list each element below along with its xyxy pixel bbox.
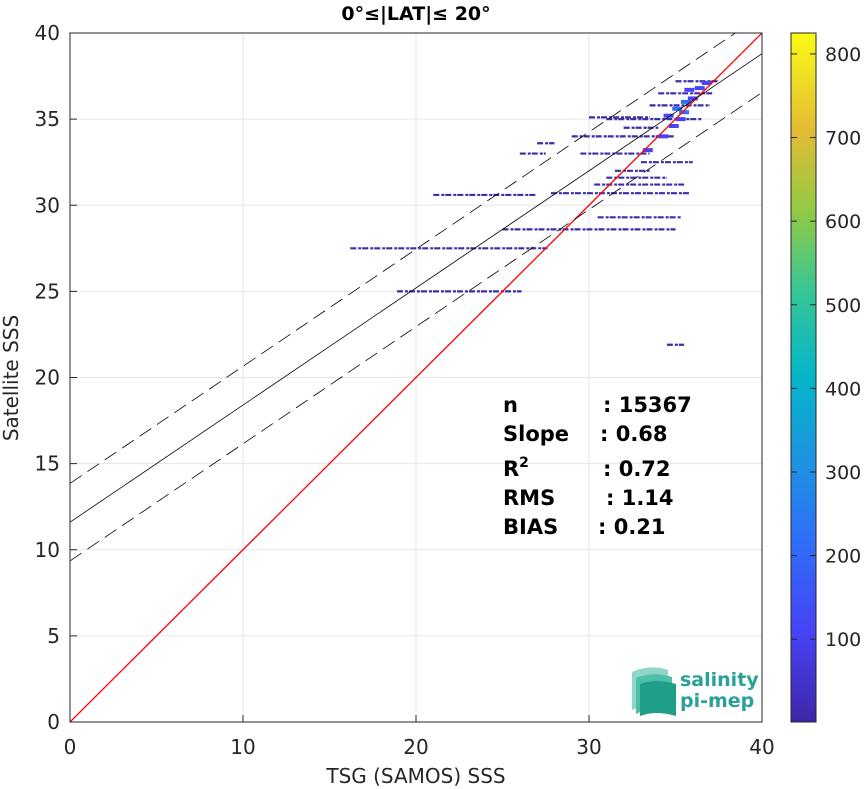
- stat-bias-label: BIAS: [503, 515, 558, 539]
- stat-rms-label: RMS: [503, 486, 555, 510]
- colorbar-tick-label: 800: [825, 44, 861, 66]
- stat-rms-value: : 1.14: [606, 486, 674, 510]
- density-point: [684, 87, 695, 92]
- y-tick-label: 5: [47, 624, 60, 648]
- wave-layers-icon: [632, 667, 676, 716]
- x-tick-label: 40: [749, 735, 774, 759]
- y-axis-ticks: 0 5 10 15 20 25 30 35 40: [35, 21, 77, 734]
- logo-text-salinity: salinity: [680, 669, 759, 691]
- y-tick-label: 35: [35, 107, 60, 131]
- density-point: [680, 99, 691, 104]
- stat-r2-superscript: 2: [519, 455, 529, 471]
- density-point: [701, 80, 712, 85]
- density-point: [642, 148, 653, 153]
- colorbar-tick-label: 700: [825, 128, 861, 150]
- x-tick-label: 30: [576, 735, 601, 759]
- stat-r2-label: R2: [503, 455, 529, 481]
- x-tick-label: 10: [230, 735, 255, 759]
- regression-line: [70, 53, 762, 523]
- x-axis-label: TSG (SAMOS) SSS: [325, 764, 505, 788]
- stat-r2-value: : 0.72: [603, 457, 671, 481]
- y-tick-label: 20: [35, 366, 60, 390]
- logo-text-pi-mep: pi-mep: [680, 690, 754, 712]
- y-tick-label: 10: [35, 538, 60, 562]
- density-point: [663, 113, 674, 118]
- regression-lower-bound: [70, 92, 762, 562]
- regression-upper-bound: [70, 33, 737, 484]
- colorbar-tick-label: 400: [825, 378, 861, 400]
- identity-line: [70, 33, 762, 722]
- density-point: [668, 124, 679, 129]
- colorbar-ticks: 100 200 300 400 500 600 700 800: [791, 44, 861, 651]
- colorbar-tick-label: 200: [825, 546, 861, 568]
- y-tick-label: 40: [35, 21, 60, 45]
- y-axis-label: Satellite SSS: [0, 315, 23, 441]
- density-point: [658, 134, 669, 139]
- chart-title: 0°≤|LAT|≤ 20°: [341, 3, 490, 25]
- density-cells: [350, 80, 719, 346]
- stat-n-label: n: [503, 393, 518, 417]
- x-axis-ticks: 0 10 20 30 40: [64, 715, 775, 759]
- colorbar-tick-label: 100: [825, 629, 861, 651]
- colorbar: [790, 32, 817, 723]
- stat-r2-letter: R: [503, 457, 519, 481]
- density-point: [694, 86, 705, 91]
- stat-n-value: : 15367: [603, 393, 692, 417]
- density-point: [679, 110, 690, 115]
- density-point: [675, 117, 686, 122]
- stat-bias-value: : 0.21: [598, 515, 666, 539]
- y-tick-label: 25: [35, 279, 60, 303]
- stat-slope-label: Slope: [503, 422, 569, 446]
- colorbar-tick-label: 300: [825, 462, 861, 484]
- colorbar-tick-label: 600: [825, 211, 861, 233]
- x-tick-label: 0: [64, 735, 77, 759]
- y-tick-label: 15: [35, 452, 60, 476]
- statistics-annotation: n : 15367 Slope : 0.68 R2 : 0.72 RMS : 1…: [503, 393, 692, 539]
- stat-slope-value: : 0.68: [600, 422, 668, 446]
- density-point: [687, 96, 698, 101]
- colorbar-tick-label: 500: [825, 295, 861, 317]
- y-tick-label: 0: [47, 710, 60, 734]
- salinity-pi-mep-logo: salinity pi-mep: [632, 667, 759, 716]
- x-tick-label: 20: [403, 735, 428, 759]
- density-point: [672, 106, 683, 111]
- fit-lines: [70, 33, 762, 722]
- y-tick-label: 30: [35, 193, 60, 217]
